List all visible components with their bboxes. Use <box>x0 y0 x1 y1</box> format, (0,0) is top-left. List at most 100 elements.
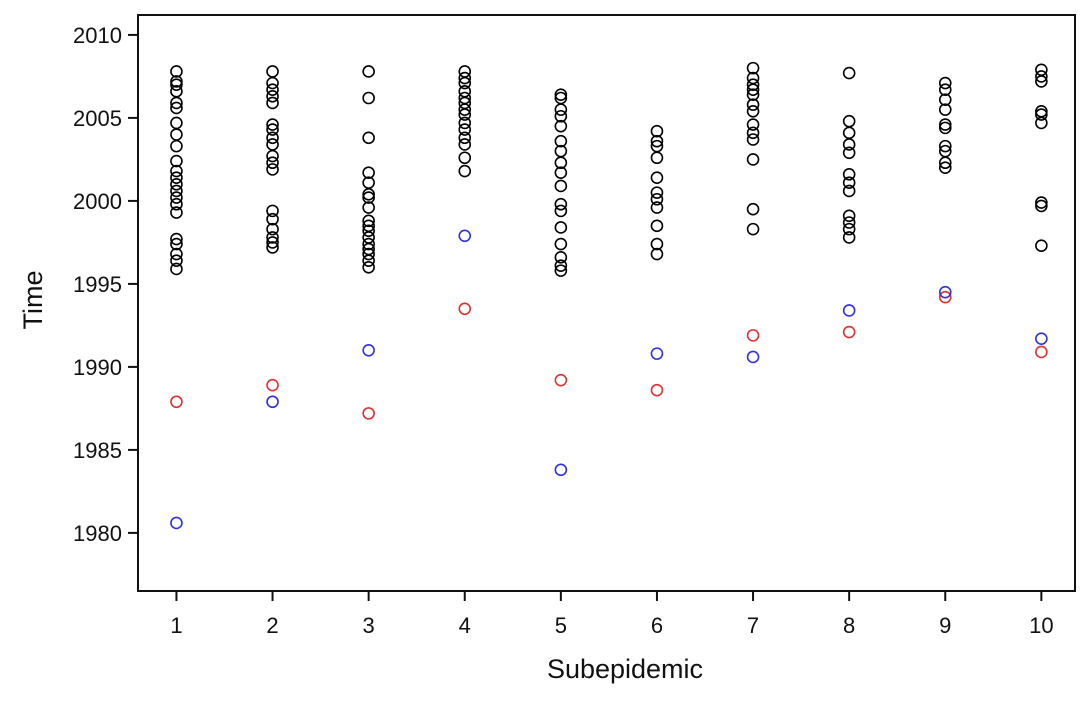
data-point <box>170 75 183 88</box>
data-point <box>842 184 856 198</box>
data-point <box>458 229 472 243</box>
data-point <box>842 146 856 160</box>
data-point <box>266 395 279 409</box>
x-axis: 1 2 3 4 5 6 7 8 9 10 <box>170 591 1054 638</box>
data-point <box>458 164 472 178</box>
y-tick-label: 1995 <box>73 272 122 297</box>
data-point <box>938 93 952 106</box>
data-point <box>170 516 183 530</box>
y-axis: 1980 1985 1990 1995 2000 2005 2010 <box>73 23 138 546</box>
data-point <box>1035 108 1048 121</box>
data-point <box>266 96 279 110</box>
data-point <box>458 85 472 98</box>
data-point <box>554 373 568 387</box>
data-point <box>554 109 568 123</box>
data-point <box>170 191 183 204</box>
data-point <box>266 65 279 78</box>
data-point <box>458 71 472 85</box>
data-point <box>362 176 375 189</box>
data-point <box>650 151 664 165</box>
data-point <box>842 66 856 80</box>
data-point <box>554 463 568 477</box>
data-point <box>746 88 760 101</box>
data-point <box>842 231 856 244</box>
data-point <box>266 212 279 226</box>
data-point <box>746 133 760 146</box>
data-point <box>362 247 375 261</box>
x-tick-label: 3 <box>363 613 375 638</box>
x-tick-label: 1 <box>170 613 182 638</box>
data-point <box>554 221 568 234</box>
data-point <box>266 83 279 96</box>
data-point <box>362 65 375 78</box>
data-point <box>266 90 279 103</box>
data-point <box>266 76 279 90</box>
data-point <box>746 202 760 216</box>
data-point <box>650 171 664 184</box>
x-tick-label: 9 <box>939 613 951 638</box>
data-point <box>746 126 760 140</box>
data-point <box>170 206 183 219</box>
data-point <box>554 144 568 158</box>
x-tick-label: 6 <box>651 613 663 638</box>
x-tick-label: 8 <box>843 613 855 638</box>
data-point <box>842 304 856 317</box>
x-axis-title: Subepidemic <box>547 654 703 684</box>
data-point <box>938 285 952 299</box>
data-point <box>266 241 279 254</box>
data-point <box>746 71 760 85</box>
data-point <box>650 134 664 148</box>
data-point <box>554 237 568 251</box>
data-point <box>458 91 472 105</box>
data-point <box>170 65 183 78</box>
data-point <box>554 264 568 277</box>
data-point <box>842 216 856 229</box>
data-point <box>266 149 279 163</box>
data-point <box>746 61 760 75</box>
data-point <box>650 192 664 206</box>
data-point <box>362 237 375 251</box>
data-point <box>170 184 183 198</box>
data-point <box>554 103 568 116</box>
data-point <box>650 347 664 360</box>
data-point <box>266 138 279 151</box>
data-point <box>266 378 279 392</box>
data-point <box>170 78 183 92</box>
x-tick-label: 4 <box>459 613 471 638</box>
data-point <box>554 91 568 105</box>
data-point <box>266 123 279 136</box>
data-point <box>554 166 568 179</box>
data-point <box>650 383 664 397</box>
data-point <box>170 116 183 130</box>
data-point <box>1035 345 1048 359</box>
data-point <box>458 131 472 145</box>
data-point <box>842 222 856 236</box>
data-point <box>458 151 472 165</box>
y-tick-label: 1985 <box>73 438 122 463</box>
y-tick-label: 1990 <box>73 355 122 380</box>
data-point <box>170 128 183 141</box>
data-point <box>170 262 183 276</box>
data-point <box>362 407 375 420</box>
y-tick-label: 2005 <box>73 106 122 131</box>
data-point <box>458 65 472 78</box>
data-point <box>650 124 664 138</box>
data-point <box>842 176 856 189</box>
data-point <box>650 237 664 251</box>
y-tick-label: 2000 <box>73 189 122 214</box>
y-tick-label: 1980 <box>73 521 122 546</box>
data-points <box>170 61 1048 530</box>
data-point <box>362 201 375 214</box>
data-point <box>746 98 760 111</box>
data-point <box>362 219 375 233</box>
data-point <box>746 350 760 364</box>
data-point <box>554 204 568 218</box>
data-point <box>170 237 183 251</box>
data-point <box>938 161 952 175</box>
data-point <box>170 254 183 267</box>
data-point <box>554 88 568 101</box>
x-tick-label: 2 <box>266 613 278 638</box>
data-point <box>362 166 375 179</box>
data-point <box>1035 199 1048 213</box>
data-point <box>266 131 279 145</box>
